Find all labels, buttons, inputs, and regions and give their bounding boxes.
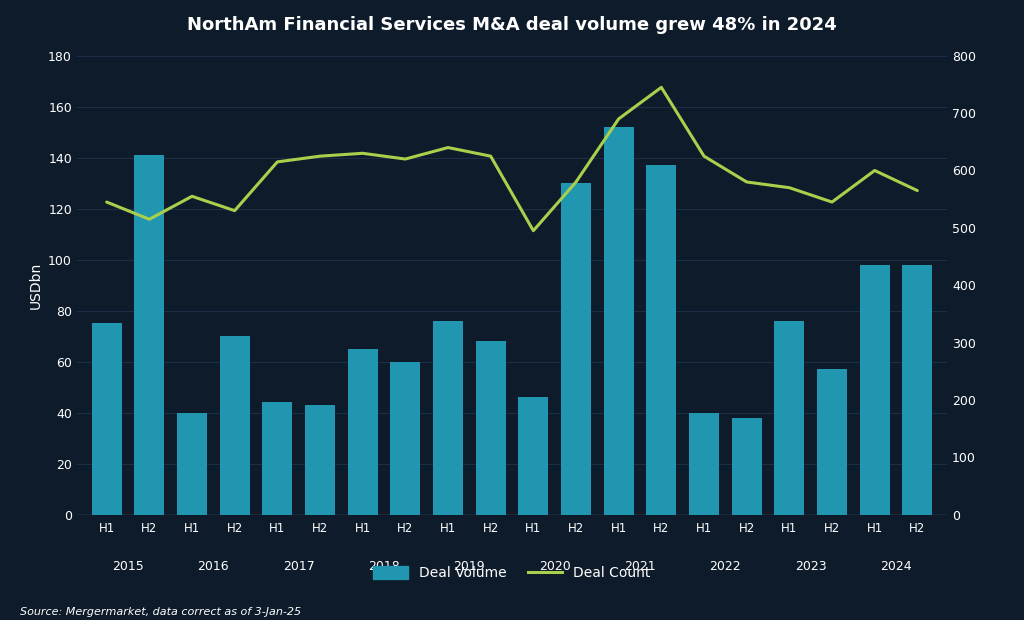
Y-axis label: USDbn: USDbn [29,262,43,309]
Bar [305,405,335,515]
Bar [732,418,762,515]
Bar [348,349,378,515]
Text: 2021: 2021 [625,560,655,574]
Text: 2024: 2024 [881,560,911,574]
Text: 2018: 2018 [368,560,400,574]
Bar [134,155,164,515]
Bar [518,397,548,515]
Text: 2019: 2019 [454,560,485,574]
Bar [433,321,463,515]
Text: Source: Mergermarket, data correct as of 3-Jan-25: Source: Mergermarket, data correct as of… [20,607,302,617]
Bar [390,361,420,515]
Text: NorthAm Financial Services M&A deal volume grew 48% in 2024: NorthAm Financial Services M&A deal volu… [187,16,837,33]
Text: 2022: 2022 [710,560,741,574]
Bar [604,127,634,515]
Bar [476,341,506,515]
Text: 2023: 2023 [795,560,826,574]
Bar [774,321,804,515]
Legend: Deal Volume, Deal Count: Deal Volume, Deal Count [368,560,656,586]
Bar [860,265,890,515]
Text: 2015: 2015 [112,560,144,574]
Bar [92,324,122,515]
Bar [220,336,250,515]
Bar [646,166,676,515]
Bar [262,402,292,515]
Text: 2016: 2016 [198,560,229,574]
Bar [817,370,847,515]
Bar [902,265,932,515]
Bar [689,413,719,515]
Bar [561,184,591,515]
Text: 2017: 2017 [283,560,314,574]
Bar [177,413,207,515]
Text: 2020: 2020 [539,560,570,574]
